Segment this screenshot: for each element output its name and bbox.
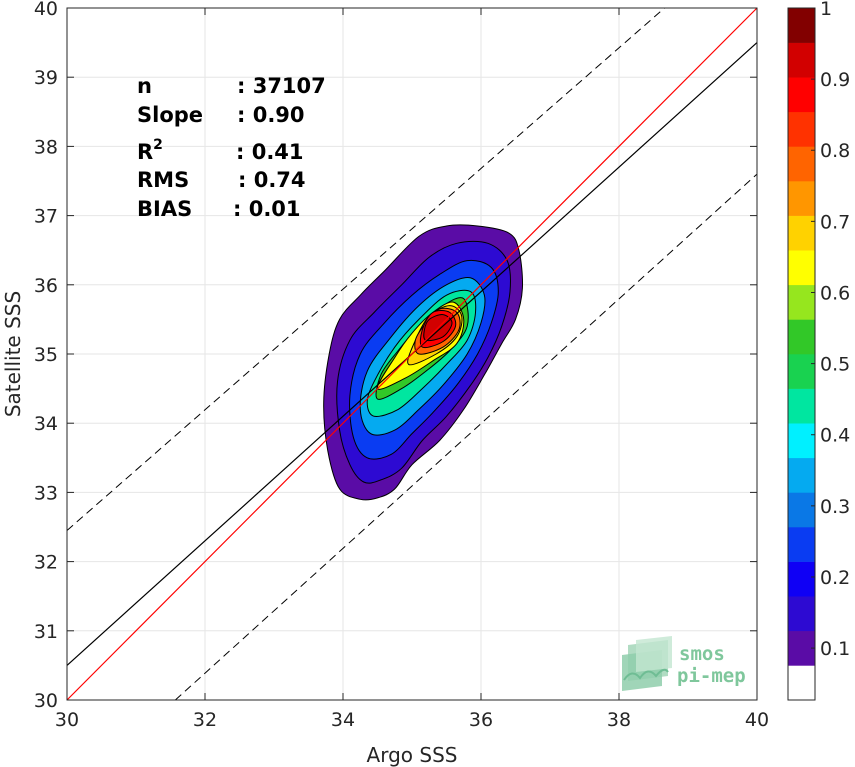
x-axis-ticks: 30 32 34 36 38 40	[55, 8, 769, 731]
reference-lines	[66, 7, 758, 701]
lower-bound-dashed-line	[174, 173, 758, 701]
colorbar-frame	[787, 7, 816, 701]
identity-line	[66, 7, 758, 701]
colorbar-tick-label: 0.2	[820, 567, 850, 589]
y-tick-label: 38	[34, 136, 58, 158]
stat-label-superscript: 2	[153, 137, 163, 153]
colorbar-segment	[788, 319, 815, 355]
colorbar-segment	[788, 250, 815, 286]
colorbar-tick-label: 0.3	[820, 496, 850, 518]
colorbar-segment	[788, 181, 815, 216]
colorbar-tick-label: 0.5	[820, 354, 850, 376]
colorbar-segment	[788, 8, 815, 43]
colorbar-segment	[788, 457, 815, 493]
x-tick-label: 36	[469, 709, 493, 731]
y-tick-label: 37	[34, 206, 58, 228]
x-tick-label: 40	[745, 709, 769, 731]
colorbar-segment	[788, 215, 815, 251]
y-tick-label: 35	[34, 344, 58, 366]
y-axis-label: Satellite SSS	[1, 291, 25, 417]
stat-value: : 0.74	[238, 168, 306, 192]
stat-label: BIAS	[137, 197, 192, 221]
stat-label: n	[137, 74, 152, 98]
upper-bound-dashed-line	[66, 7, 665, 531]
colorbar-segment	[788, 42, 815, 78]
colorbar-segment	[788, 146, 815, 182]
x-tick-label: 34	[331, 709, 355, 731]
colorbar-tick-label: 0.4	[820, 425, 850, 447]
y-tick-label: 31	[34, 621, 58, 643]
colorbar-segment	[788, 388, 815, 424]
colorbar-segment	[788, 111, 815, 147]
colorbar-segment	[788, 354, 815, 389]
colorbar-tick-label: 0.1	[820, 638, 850, 660]
y-tick-label: 32	[34, 552, 58, 574]
stat-value: : 37107	[237, 74, 326, 98]
colorbar-tick-label: 0.6	[820, 282, 850, 304]
colorbar-tick-label: 1	[820, 0, 832, 20]
stat-value: : 0.41	[236, 140, 304, 164]
colorbar-segment	[788, 423, 815, 459]
y-axis-ticks: 30 31 32 33 34 35 36 37 38 39 40	[34, 0, 757, 712]
stat-label: RMS	[137, 168, 189, 192]
x-tick-label: 32	[193, 709, 217, 731]
colorbar-segment	[788, 665, 815, 701]
x-tick-label: 38	[607, 709, 631, 731]
smos-pi-mep-logo: smos pi-mep	[622, 636, 746, 691]
stat-value: : 0.90	[237, 103, 305, 127]
colorbar-segment	[788, 77, 815, 113]
colorbar-segment	[788, 561, 815, 597]
x-axis-label: Argo SSS	[367, 743, 458, 767]
colorbar-tick-label: 0.7	[820, 211, 850, 233]
y-tick-label: 36	[34, 275, 58, 297]
stat-label: Slope	[137, 103, 203, 127]
y-tick-label: 40	[34, 0, 58, 20]
y-tick-label: 30	[34, 690, 58, 712]
colorbar-tick-label: 0.8	[820, 140, 850, 162]
colorbar-segment	[788, 492, 815, 528]
x-tick-label: 30	[55, 709, 79, 731]
logo-mark	[622, 636, 672, 691]
colorbar-segment	[788, 596, 815, 632]
logo-text-pi-mep: pi-mep	[677, 665, 746, 687]
y-tick-label: 33	[34, 482, 58, 504]
colorbar-tick-label: 0.9	[820, 69, 850, 91]
y-tick-label: 39	[34, 67, 58, 89]
y-tick-label: 34	[34, 413, 58, 435]
logo-text-smos: smos	[679, 643, 725, 665]
colorbar-segment	[788, 527, 815, 562]
stat-value: : 0.01	[233, 197, 301, 221]
colorbar-segment	[788, 630, 815, 666]
colorbar-segment	[788, 284, 815, 320]
colorbar: 0.1 0.2 0.3 0.4 0.5 0.6 0.7 0.8 0.9 1	[787, 0, 850, 701]
